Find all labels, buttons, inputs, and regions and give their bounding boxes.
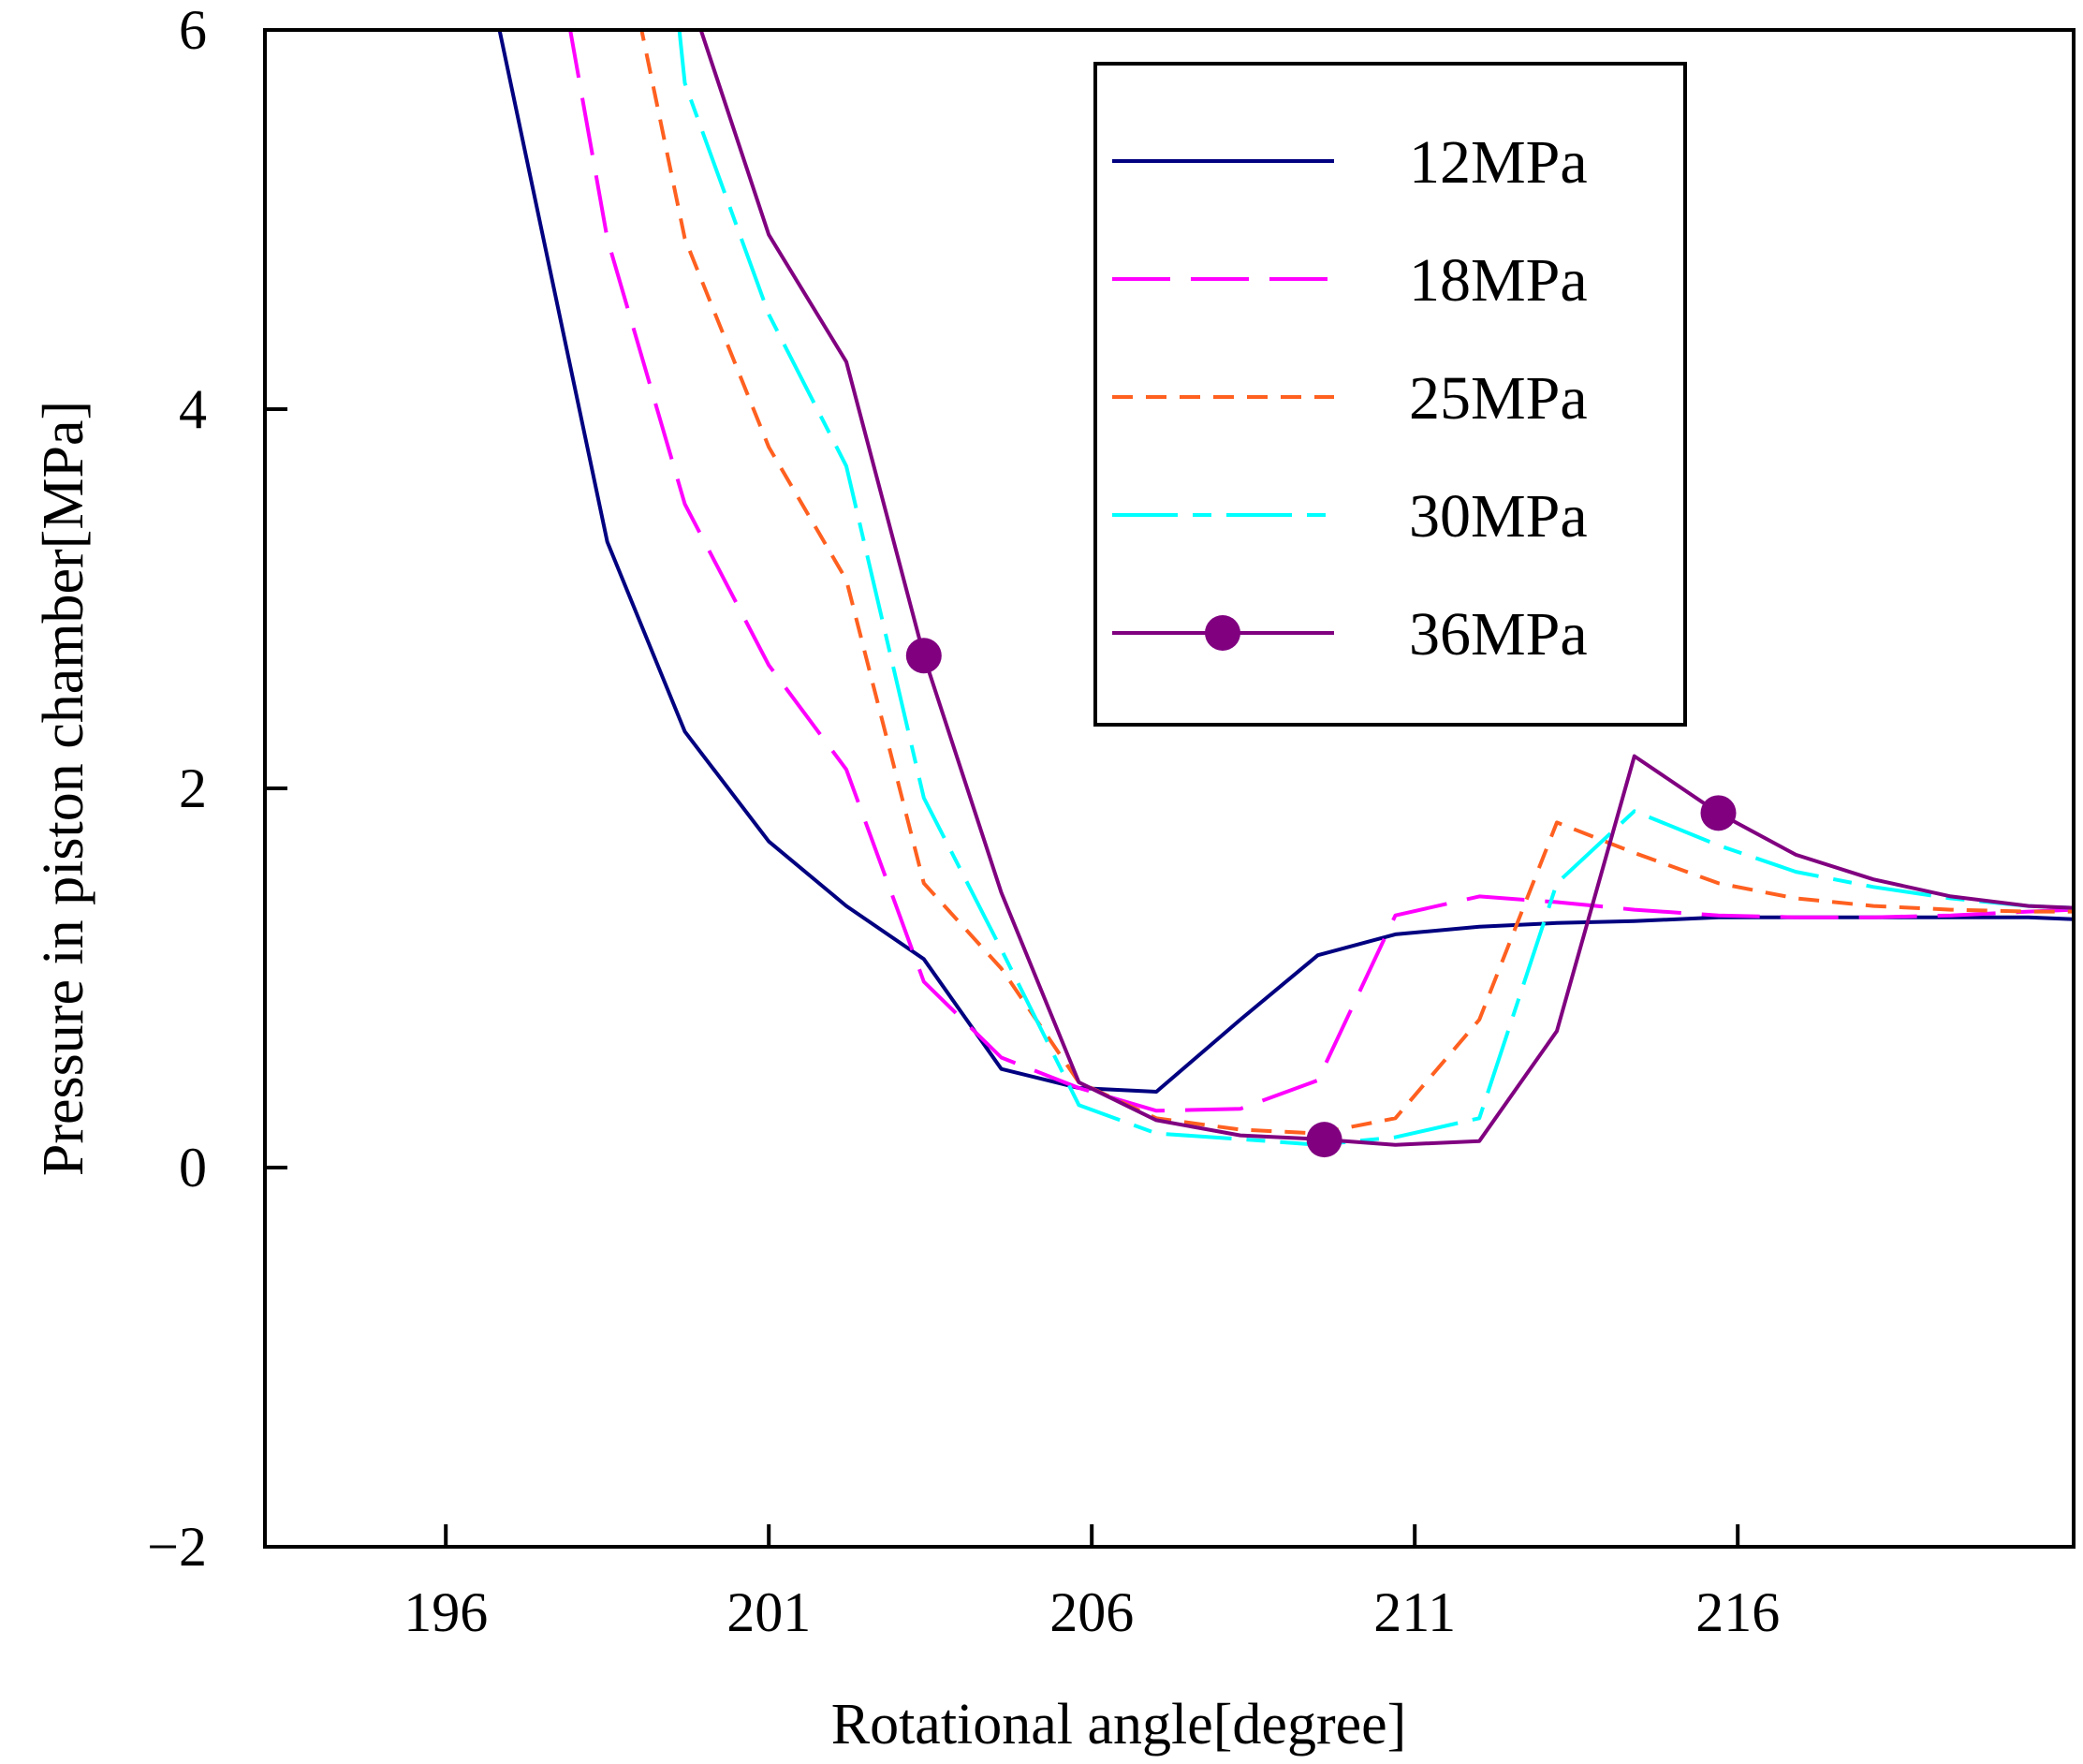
series-line-25MPa <box>639 30 2074 1136</box>
y-tick-label-4: 6 <box>179 0 207 61</box>
x-tick-label-4: 216 <box>1695 1581 1780 1643</box>
marker-layer <box>905 638 1737 1158</box>
legend-label-12MPa: 12MPa <box>1409 128 1588 197</box>
x-tick-label-3: 211 <box>1373 1581 1456 1643</box>
x-tick-label-0: 196 <box>403 1581 488 1643</box>
series-line-12MPa <box>497 30 2074 1094</box>
legend-label-30MPa: 30MPa <box>1409 482 1588 551</box>
legend: 12MPa 18MPa 25MPa 30MPa 36MPa <box>1093 62 1687 727</box>
legend-label-36MPa: 36MPa <box>1409 600 1588 669</box>
y-tick-label-0: −2 <box>147 1516 207 1578</box>
series-marker-36MPa-1 <box>1306 1122 1342 1158</box>
x-tick-label-2: 206 <box>1049 1581 1134 1643</box>
axes: 196 201 206 211 216 −2 0 2 4 6 <box>147 0 2076 1643</box>
series-line-18MPa <box>568 30 2074 1113</box>
y-axis-title: Pressure in piston chamber[MPa] <box>32 401 95 1176</box>
series-marker-36MPa-2 <box>1700 795 1737 831</box>
y-tick-label-3: 4 <box>179 378 207 440</box>
y-tick-label-2: 2 <box>179 757 207 819</box>
x-tick-label-1: 201 <box>726 1581 811 1643</box>
legend-label-18MPa: 18MPa <box>1409 246 1588 315</box>
x-axis-title: Rotational angle[degree] <box>831 1693 1407 1757</box>
legend-label-25MPa: 25MPa <box>1409 364 1588 433</box>
legend-box <box>1093 62 1687 727</box>
series-marker-36MPa-0 <box>905 638 942 674</box>
legend-marker-36MPa <box>1205 615 1240 651</box>
y-tick-label-1: 0 <box>179 1137 207 1198</box>
